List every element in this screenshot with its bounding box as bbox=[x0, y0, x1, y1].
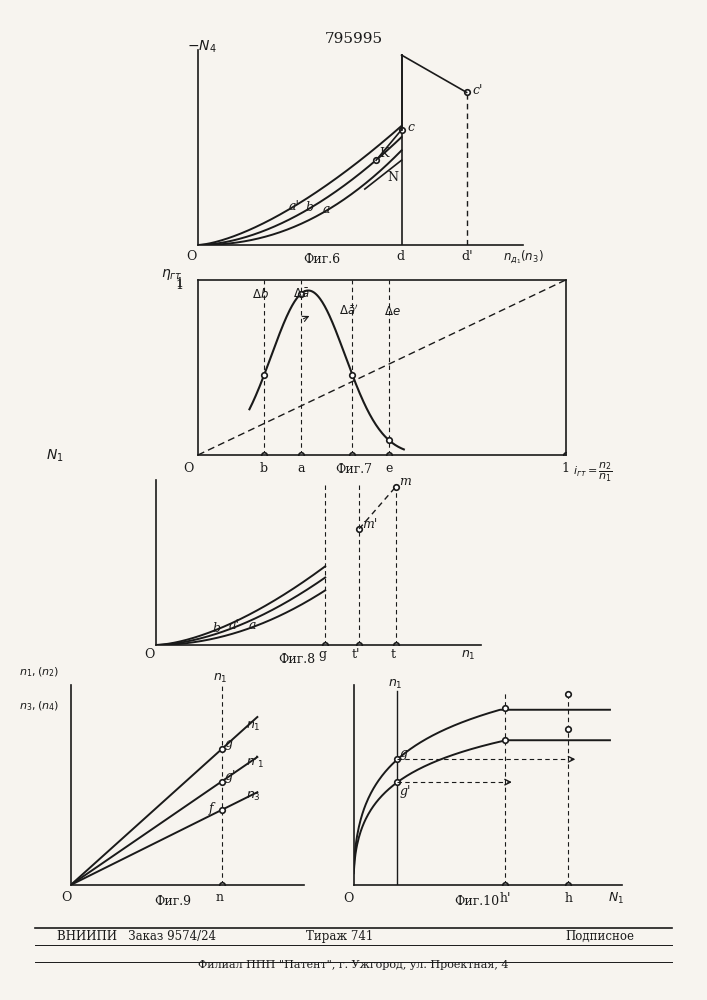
Text: d: d bbox=[396, 250, 404, 263]
Text: b: b bbox=[212, 622, 220, 635]
Text: m: m bbox=[399, 475, 411, 488]
Text: 1: 1 bbox=[176, 279, 184, 292]
Text: O: O bbox=[187, 250, 197, 263]
Text: a: a bbox=[297, 462, 305, 476]
Text: 1: 1 bbox=[561, 462, 570, 476]
Text: $N_1$: $N_1$ bbox=[607, 891, 624, 906]
Text: 795995: 795995 bbox=[325, 32, 382, 46]
Text: $\Delta e$: $\Delta e$ bbox=[385, 305, 401, 318]
Text: O: O bbox=[183, 462, 194, 476]
Text: $n_1$: $n_1$ bbox=[213, 672, 228, 685]
Text: h': h' bbox=[499, 892, 510, 905]
Text: d': d' bbox=[461, 250, 472, 263]
Text: Фиг.6: Фиг.6 bbox=[303, 253, 340, 266]
Text: $n_1$: $n_1$ bbox=[387, 678, 402, 691]
Text: c: c bbox=[407, 121, 414, 134]
Text: n: n bbox=[216, 891, 224, 904]
Text: K: K bbox=[379, 147, 388, 160]
Text: g: g bbox=[318, 648, 327, 661]
Text: $n'_1$: $n'_1$ bbox=[246, 754, 264, 770]
Text: 1: 1 bbox=[175, 277, 183, 290]
Text: t': t' bbox=[352, 648, 361, 661]
Text: c': c' bbox=[472, 84, 483, 97]
Text: $N_1$: $N_1$ bbox=[46, 448, 64, 464]
Text: $\Delta b$: $\Delta b$ bbox=[252, 286, 269, 300]
Text: $n_3$: $n_3$ bbox=[246, 790, 260, 803]
Text: $n_1,(n_2)$: $n_1,(n_2)$ bbox=[19, 665, 59, 679]
Text: g': g' bbox=[400, 785, 411, 798]
Text: Фиг.10: Фиг.10 bbox=[455, 895, 500, 908]
Text: h: h bbox=[564, 892, 573, 905]
Text: Фиг.7: Фиг.7 bbox=[335, 463, 372, 476]
Text: $\Delta\bar{a}$: $\Delta\bar{a}$ bbox=[293, 287, 309, 300]
Text: Фиг.9: Фиг.9 bbox=[155, 895, 192, 908]
Text: a': a' bbox=[288, 200, 299, 213]
Text: b: b bbox=[260, 462, 268, 476]
Text: g: g bbox=[225, 737, 233, 750]
Text: g: g bbox=[400, 747, 408, 760]
Text: Тираж 741: Тираж 741 bbox=[305, 930, 373, 943]
Text: f: f bbox=[209, 802, 213, 815]
Text: Фиг.8: Фиг.8 bbox=[279, 653, 315, 666]
Text: O: O bbox=[62, 891, 71, 904]
Text: O: O bbox=[144, 648, 155, 661]
Text: $i_{гт}=\dfrac{n_2}{n_1}$: $i_{гт}=\dfrac{n_2}{n_1}$ bbox=[573, 461, 613, 484]
Text: N: N bbox=[387, 171, 399, 184]
Text: Филиал ППП "Патент", г. Ужгород, ул. Проектная, 4: Филиал ППП "Патент", г. Ужгород, ул. Про… bbox=[198, 960, 509, 970]
Text: $n_1$: $n_1$ bbox=[246, 720, 260, 733]
Text: e: e bbox=[385, 462, 393, 476]
Text: $n_{д_1}(n_3)$: $n_{д_1}(n_3)$ bbox=[503, 248, 544, 266]
Text: a': a' bbox=[229, 619, 240, 632]
Text: $\Delta\bar{a}'$: $\Delta\bar{a}'$ bbox=[339, 304, 358, 318]
Text: m': m' bbox=[362, 518, 378, 531]
Text: t: t bbox=[390, 648, 396, 661]
Text: a: a bbox=[322, 203, 330, 216]
Text: $-N_4$: $-N_4$ bbox=[187, 39, 216, 55]
Text: b: b bbox=[305, 201, 313, 214]
Text: a: a bbox=[249, 619, 257, 632]
Text: $n_1$: $n_1$ bbox=[461, 649, 476, 662]
Text: O: O bbox=[344, 892, 354, 905]
Text: g': g' bbox=[225, 770, 236, 783]
Text: $n_3,(n_4)$: $n_3,(n_4)$ bbox=[19, 699, 59, 713]
Text: ВНИИПИ   Заказ 9574/24: ВНИИПИ Заказ 9574/24 bbox=[57, 930, 216, 943]
Text: $\eta_{гт}$: $\eta_{гт}$ bbox=[161, 266, 183, 282]
Text: Подписное: Подписное bbox=[566, 930, 635, 943]
